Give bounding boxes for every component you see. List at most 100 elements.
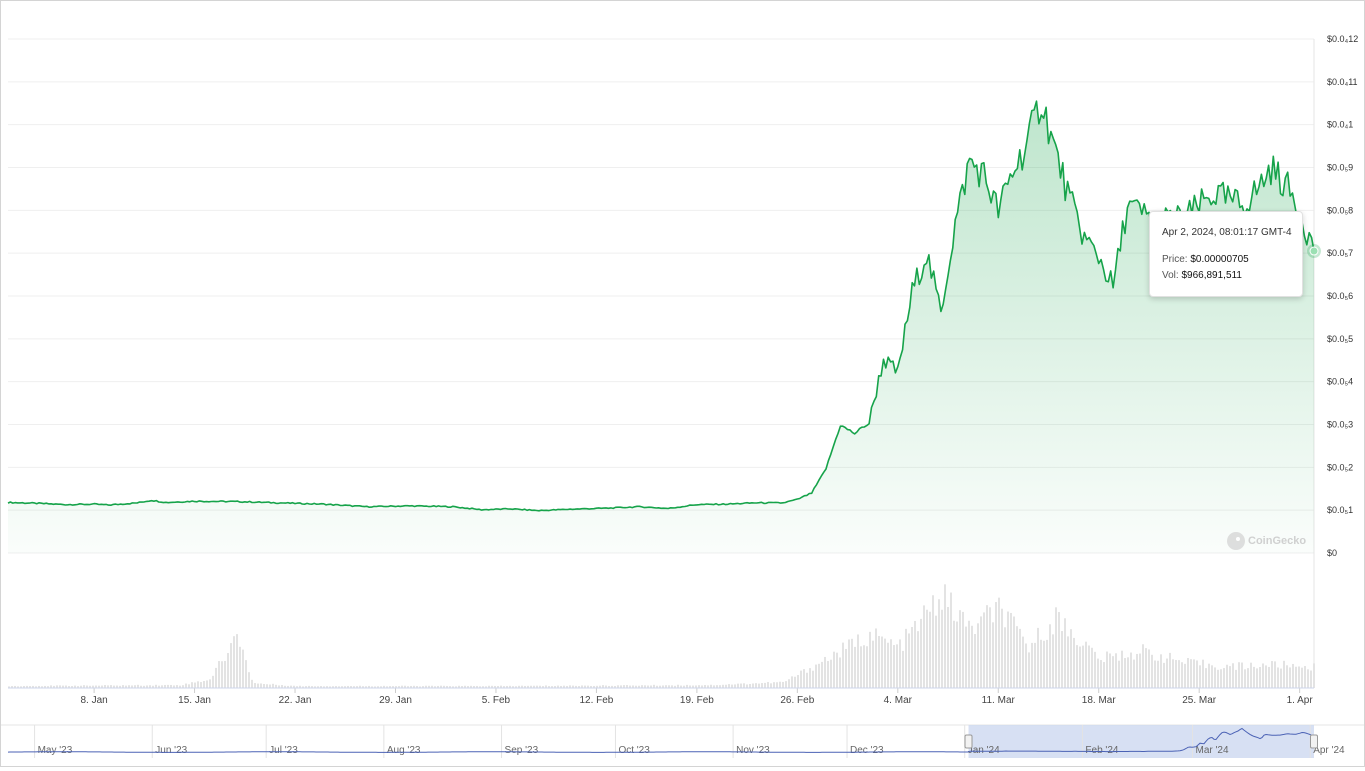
volume-bar xyxy=(671,685,673,688)
y-tick-label: $0.0₄12 xyxy=(1327,34,1358,44)
volume-bar xyxy=(1079,646,1081,688)
volume-bar xyxy=(716,685,718,688)
volume-bar xyxy=(371,686,373,688)
navigator-handle[interactable] xyxy=(964,734,973,749)
volume-bar xyxy=(200,682,202,688)
volume-bar xyxy=(95,685,97,688)
volume-bar xyxy=(359,685,361,688)
volume-bar xyxy=(311,686,313,688)
volume-bar xyxy=(1313,663,1315,688)
volume-bar xyxy=(791,676,793,688)
volume-bar xyxy=(902,650,904,688)
volume-bar xyxy=(338,686,340,688)
price-line-group xyxy=(7,100,1315,512)
volume-bar xyxy=(1175,660,1177,688)
volume-bar xyxy=(908,633,910,688)
volume-bar xyxy=(500,685,502,688)
x-tick-label: 25. Mar xyxy=(1182,695,1217,706)
volume-bar xyxy=(299,685,301,688)
volume-bar xyxy=(770,683,772,688)
y-tick-label: $0.0₅5 xyxy=(1327,334,1353,344)
volume-bar xyxy=(974,633,976,688)
volume-bar xyxy=(281,685,283,688)
volume-bar xyxy=(377,686,379,688)
volume-bar xyxy=(542,686,544,688)
volume-bar xyxy=(1226,664,1228,688)
volume-bar xyxy=(689,685,691,688)
volume-bar xyxy=(968,620,970,688)
volume-bar xyxy=(803,669,805,688)
volume-bar xyxy=(1262,663,1264,688)
volume-bar xyxy=(992,622,994,688)
volume-bar xyxy=(149,685,151,688)
navigator-handle[interactable] xyxy=(1310,734,1318,749)
tooltip-vol-label: Vol: xyxy=(1162,270,1179,281)
volume-bar xyxy=(848,639,850,688)
volume-bar xyxy=(32,685,34,688)
volume-bar xyxy=(1112,656,1114,688)
volume-bar xyxy=(1052,634,1054,688)
volume-bar xyxy=(881,636,883,688)
volume-bar xyxy=(1106,651,1108,688)
volume-bar xyxy=(1154,660,1156,688)
price-area-fill xyxy=(8,101,1314,553)
volume-bar xyxy=(560,685,562,688)
y-tick-label: $0.0₅6 xyxy=(1327,291,1353,301)
volume-bar xyxy=(980,616,982,688)
volume-bar xyxy=(1151,654,1153,688)
volume-bar xyxy=(1097,658,1099,688)
volume-bar xyxy=(416,686,418,688)
navigator-month-label: Sep '23 xyxy=(505,745,539,756)
volume-bar xyxy=(146,685,148,688)
volume-bar xyxy=(1280,668,1282,688)
volume-bar xyxy=(143,685,145,688)
y-tick-label: $0.0₄11 xyxy=(1327,77,1358,87)
volume-bar xyxy=(893,645,895,688)
volume-bar xyxy=(851,638,853,688)
y-tick-label: $0.0₅1 xyxy=(1327,505,1353,515)
volume-bar xyxy=(956,621,958,688)
volume-bar xyxy=(1232,663,1234,688)
volume-bar xyxy=(170,684,172,688)
volume-bar xyxy=(167,684,169,688)
volume-bar xyxy=(1178,660,1180,688)
navigator[interactable]: May '23 Jun '23 Jul '23 Aug '23 Sep '23 Oct '… xyxy=(1,724,1364,758)
volume-bar xyxy=(461,686,463,688)
volume-bar xyxy=(107,685,109,688)
volume-bar xyxy=(389,686,391,688)
volume-bar xyxy=(1292,663,1294,688)
volume-bar xyxy=(1247,668,1249,688)
volume-bar xyxy=(422,686,424,688)
navigator-month-label: Mar '24 xyxy=(1196,745,1229,756)
volume-bar xyxy=(1028,652,1030,688)
volume-bar xyxy=(452,686,454,688)
volume-bar xyxy=(737,683,739,688)
navigator-selection[interactable] xyxy=(968,725,1314,758)
tooltip-price-value: $0.00000705 xyxy=(1190,254,1249,265)
volume-bar xyxy=(581,685,583,688)
volume-bar xyxy=(365,686,367,688)
volume-bar xyxy=(800,670,802,688)
volume-bar xyxy=(347,685,349,688)
volume-bar xyxy=(104,685,106,688)
x-tick-label: 22. Jan xyxy=(279,695,312,706)
volume-bar xyxy=(824,656,826,688)
volume-bar xyxy=(896,644,898,688)
volume-bar xyxy=(941,609,943,688)
y-tick-label: $0 xyxy=(1327,548,1337,558)
volume-bar xyxy=(845,648,847,688)
volume-bar xyxy=(533,685,535,688)
volume-bar xyxy=(923,605,925,688)
volume-bar xyxy=(1169,652,1171,688)
navigator-month-label: Nov '23 xyxy=(736,745,770,756)
volume-bar xyxy=(1253,666,1255,688)
volume-bar xyxy=(608,685,610,688)
volume-bar xyxy=(1229,666,1231,688)
volume-bar xyxy=(545,685,547,688)
volume-bar xyxy=(296,686,298,688)
volume-bar xyxy=(479,686,481,688)
volume-bar xyxy=(707,685,709,688)
volume-bar xyxy=(1019,628,1021,688)
volume-bar xyxy=(86,685,88,688)
